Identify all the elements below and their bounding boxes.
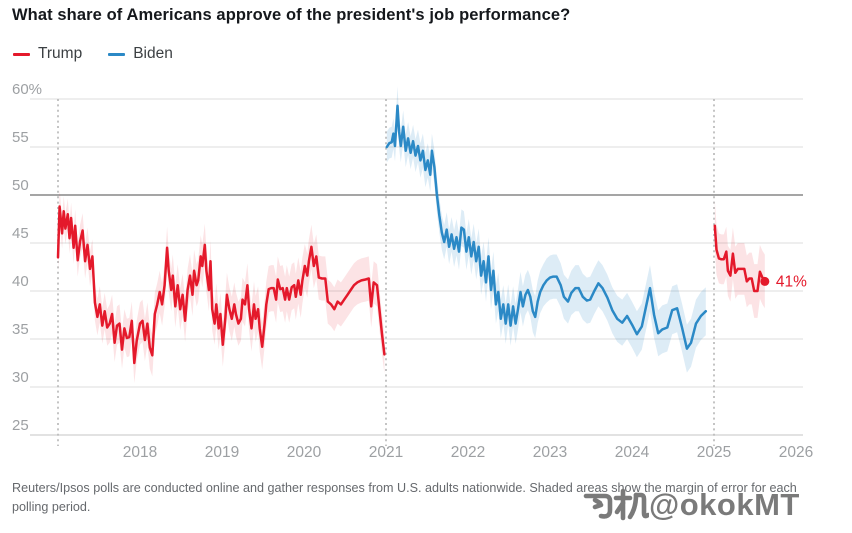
x-tick-label: 2019 bbox=[205, 444, 239, 461]
watermark-handle: @okokMT bbox=[649, 487, 800, 522]
source-note: Reuters/Ipsos polls are conducted online… bbox=[12, 481, 797, 514]
latest-point-dot bbox=[760, 276, 770, 286]
watermark: @okokMT bbox=[583, 487, 800, 523]
latest-value-label: 41% bbox=[776, 273, 807, 290]
svg-text:50: 50 bbox=[12, 177, 29, 194]
legend-label-biden: Biden bbox=[133, 45, 173, 62]
approval-line bbox=[56, 205, 386, 365]
x-tick-label: 2024 bbox=[615, 444, 650, 461]
legend-item-biden: Biden bbox=[108, 45, 173, 63]
gridlines: 60% 55 50 45 40 35 30 25 bbox=[12, 81, 803, 436]
svg-text:30: 30 bbox=[12, 369, 29, 386]
chart-legend: Trump Biden bbox=[13, 45, 173, 63]
trump-line-swatch bbox=[13, 52, 30, 56]
biden-line-swatch bbox=[108, 52, 126, 56]
moe-band bbox=[714, 200, 765, 318]
moe-band bbox=[58, 189, 385, 384]
x-tick-label: 2021 bbox=[369, 444, 403, 461]
x-tick-label: 2026 bbox=[779, 444, 813, 461]
legend-item-trump: Trump bbox=[13, 45, 82, 63]
svg-text:45: 45 bbox=[12, 225, 29, 242]
svg-text:55: 55 bbox=[12, 129, 29, 146]
svg-text:60%: 60% bbox=[12, 81, 42, 98]
approval-line bbox=[385, 104, 708, 350]
watermark-cjk-icon bbox=[583, 488, 649, 521]
moe-band bbox=[386, 86, 706, 373]
svg-text:25: 25 bbox=[12, 417, 29, 434]
legend-label-trump: Trump bbox=[38, 45, 83, 62]
svg-text:35: 35 bbox=[12, 321, 29, 338]
chart-title: What share of Americans approve of the p… bbox=[12, 6, 571, 24]
x-tick-label: 2022 bbox=[451, 444, 485, 461]
svg-text:40: 40 bbox=[12, 273, 29, 290]
approval-line-chart: 60% 55 50 45 40 35 30 25 41% 2018 2019 2020 2021 2022… bbox=[12, 81, 813, 461]
x-tick-label: 2018 bbox=[123, 444, 157, 461]
x-tick-label: 2020 bbox=[287, 444, 322, 461]
x-tick-label: 2023 bbox=[533, 444, 567, 461]
approval-line bbox=[713, 224, 767, 293]
x-tick-label: 2025 bbox=[697, 444, 731, 461]
